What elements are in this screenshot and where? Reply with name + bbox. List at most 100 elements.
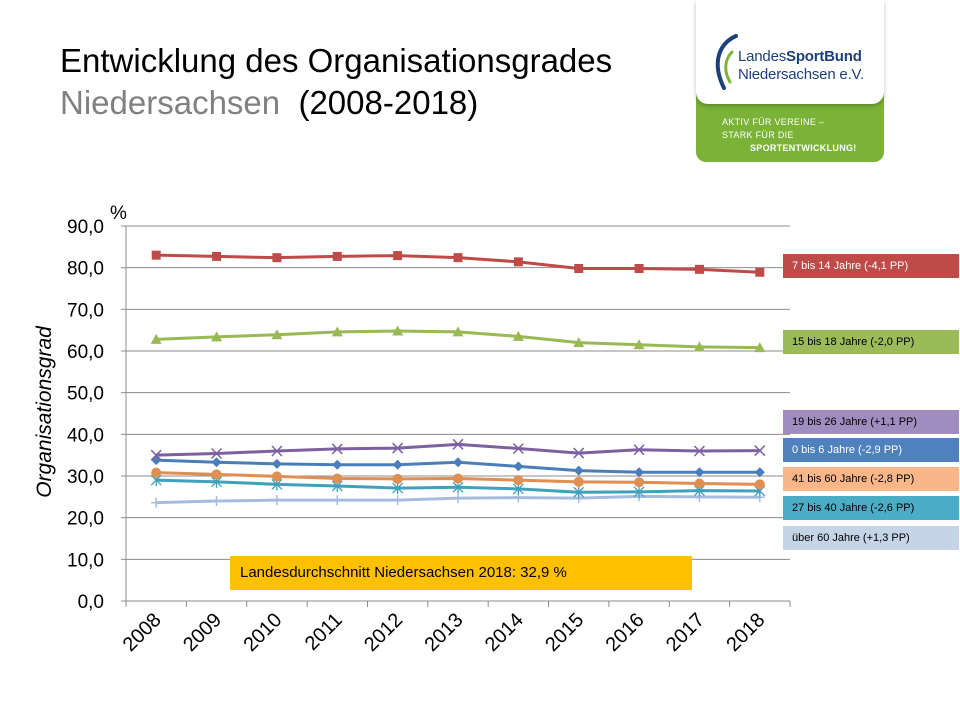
data-point bbox=[211, 447, 223, 460]
grid-lines bbox=[126, 225, 790, 560]
y-tick-label: 50,0 bbox=[67, 384, 104, 405]
data-point bbox=[452, 326, 464, 337]
data-point bbox=[212, 251, 222, 261]
data-point bbox=[392, 482, 404, 495]
slide-title: Entwicklung des Organisationsgrades Nied… bbox=[60, 40, 612, 124]
data-point bbox=[151, 455, 162, 466]
data-point bbox=[211, 331, 223, 342]
data-point bbox=[754, 479, 765, 490]
data-point bbox=[633, 444, 645, 456]
y-tick-label: 70,0 bbox=[67, 300, 104, 321]
y-tick-label: 90,0 bbox=[67, 217, 104, 238]
data-point bbox=[332, 459, 343, 470]
series-label: 41 bis 60 Jahre (-2,8 PP) bbox=[783, 467, 959, 491]
data-point bbox=[452, 438, 464, 450]
series-label: 7 bis 14 Jahre (-4,1 PP) bbox=[783, 254, 959, 278]
series-label: 0 bis 6 Jahre (-2,9 PP) bbox=[783, 438, 959, 462]
data-point bbox=[393, 251, 403, 261]
data-point bbox=[453, 473, 463, 484]
series-lines bbox=[150, 250, 766, 508]
data-point bbox=[392, 473, 403, 484]
x-tick-label: 2014 bbox=[481, 609, 528, 656]
logo-slogan-line-1: AKTIV FÜR VEREINE – bbox=[722, 117, 825, 127]
series-group bbox=[151, 250, 765, 277]
data-point bbox=[331, 443, 343, 455]
series-group bbox=[151, 455, 765, 478]
x-tick-label: 2017 bbox=[662, 609, 709, 656]
data-point bbox=[513, 475, 524, 486]
y-axis-label: Organisationsgrad bbox=[33, 325, 56, 498]
data-point bbox=[392, 442, 404, 454]
data-point bbox=[573, 337, 585, 348]
data-point bbox=[271, 445, 283, 457]
lsb-logo: LandesSportBund Niedersachsen e.V. AKTIV… bbox=[696, 0, 886, 164]
y-axis-unit: % bbox=[110, 203, 127, 224]
data-point bbox=[392, 459, 403, 470]
y-tick-label: 60,0 bbox=[67, 342, 104, 363]
series-group bbox=[151, 491, 765, 508]
logo-swoosh-icon bbox=[715, 34, 738, 90]
x-tick-label: 2011 bbox=[301, 609, 347, 655]
title-line-1: Entwicklung des Organisationsgrades bbox=[60, 42, 613, 79]
data-point bbox=[573, 465, 584, 476]
data-point bbox=[332, 495, 343, 506]
y-tick-label: 0,0 bbox=[78, 592, 104, 613]
x-tick-label: 2010 bbox=[239, 609, 286, 656]
series-group bbox=[150, 474, 766, 499]
series-label: 27 bis 40 Jahre (-2,6 PP) bbox=[783, 496, 959, 520]
x-tick-label: 2016 bbox=[602, 609, 649, 656]
data-point bbox=[150, 333, 162, 344]
data-point bbox=[754, 445, 766, 457]
x-tick-label: 2015 bbox=[541, 609, 588, 656]
logo-name-line-2: Niedersachsen e.V. bbox=[738, 66, 864, 83]
y-tick-label: 80,0 bbox=[67, 259, 104, 280]
data-point bbox=[271, 329, 283, 340]
data-point bbox=[271, 471, 282, 482]
data-point bbox=[453, 457, 463, 468]
data-point bbox=[573, 486, 585, 499]
data-point bbox=[271, 495, 282, 506]
title-region: Niedersachsen bbox=[60, 84, 281, 121]
data-point bbox=[211, 457, 222, 468]
data-point bbox=[573, 447, 585, 459]
y-tick-label: 20,0 bbox=[67, 509, 104, 530]
data-point bbox=[512, 442, 524, 455]
data-point bbox=[271, 458, 282, 469]
data-point bbox=[513, 461, 524, 472]
data-point bbox=[694, 264, 704, 274]
x-tick-label: 2008 bbox=[119, 609, 166, 656]
logo-name-bold: SportBund bbox=[786, 48, 862, 65]
data-point bbox=[331, 326, 343, 337]
data-point bbox=[693, 341, 705, 352]
series-group bbox=[150, 325, 766, 353]
y-tick-label: 30,0 bbox=[67, 467, 104, 488]
data-point bbox=[513, 257, 523, 267]
logo-slogan-line-3: SPORTENTWICKLUNG! bbox=[750, 143, 857, 153]
x-tick-label: 2018 bbox=[722, 609, 769, 656]
data-point bbox=[573, 476, 584, 487]
x-tick-label: 2012 bbox=[360, 609, 407, 656]
data-point bbox=[332, 473, 343, 484]
data-point bbox=[453, 253, 463, 263]
data-point bbox=[634, 467, 645, 478]
data-point bbox=[453, 493, 463, 504]
series-group bbox=[151, 467, 765, 490]
x-tick-label: 2009 bbox=[179, 609, 226, 656]
data-point bbox=[150, 449, 162, 461]
y-tick-labels: 0,0 10,0 20,0 30,0 40,0 50,0 60,0 70,0 80,0 90,0 bbox=[67, 217, 104, 613]
logo-name-line-1: LandesSportBund bbox=[738, 48, 862, 65]
data-point bbox=[693, 445, 705, 457]
average-note-text: Landesdurchschnitt Niedersachsen 2018: 3… bbox=[240, 564, 567, 581]
x-tick-label: 2013 bbox=[421, 609, 468, 656]
y-tick-label: 40,0 bbox=[67, 425, 104, 446]
data-point bbox=[633, 339, 645, 350]
series-label: 19 bis 26 Jahre (+1,1 PP) bbox=[783, 410, 959, 434]
logo-slogan-line-2: STARK FÜR DIE bbox=[722, 130, 794, 140]
title-period: (2008-2018) bbox=[298, 84, 479, 121]
data-point bbox=[634, 477, 645, 488]
chart-axes bbox=[121, 225, 791, 607]
data-point bbox=[392, 495, 403, 506]
series-label: 15 bis 18 Jahre (-2,0 PP) bbox=[783, 330, 959, 354]
y-tick-label: 10,0 bbox=[67, 550, 104, 571]
series-line bbox=[156, 442, 760, 457]
